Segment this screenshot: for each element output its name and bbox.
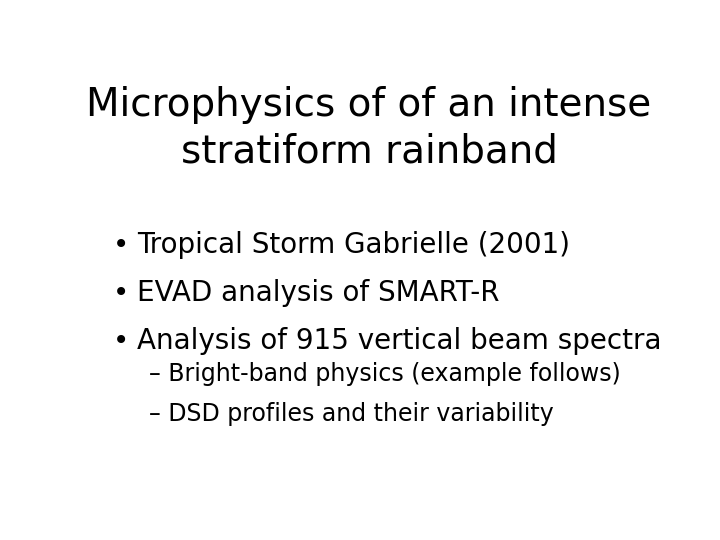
Text: •: • <box>112 327 129 355</box>
Text: Tropical Storm Gabrielle (2001): Tropical Storm Gabrielle (2001) <box>138 231 570 259</box>
Text: – Bright-band physics (example follows): – Bright-band physics (example follows) <box>148 362 621 386</box>
Text: – DSD profiles and their variability: – DSD profiles and their variability <box>148 402 554 426</box>
Text: Microphysics of of an intense
stratiform rainband: Microphysics of of an intense stratiform… <box>86 85 652 171</box>
Text: EVAD analysis of SMART-R: EVAD analysis of SMART-R <box>138 279 500 307</box>
Text: •: • <box>112 231 129 259</box>
Text: Analysis of 915 vertical beam spectra: Analysis of 915 vertical beam spectra <box>138 327 662 355</box>
Text: •: • <box>112 279 129 307</box>
